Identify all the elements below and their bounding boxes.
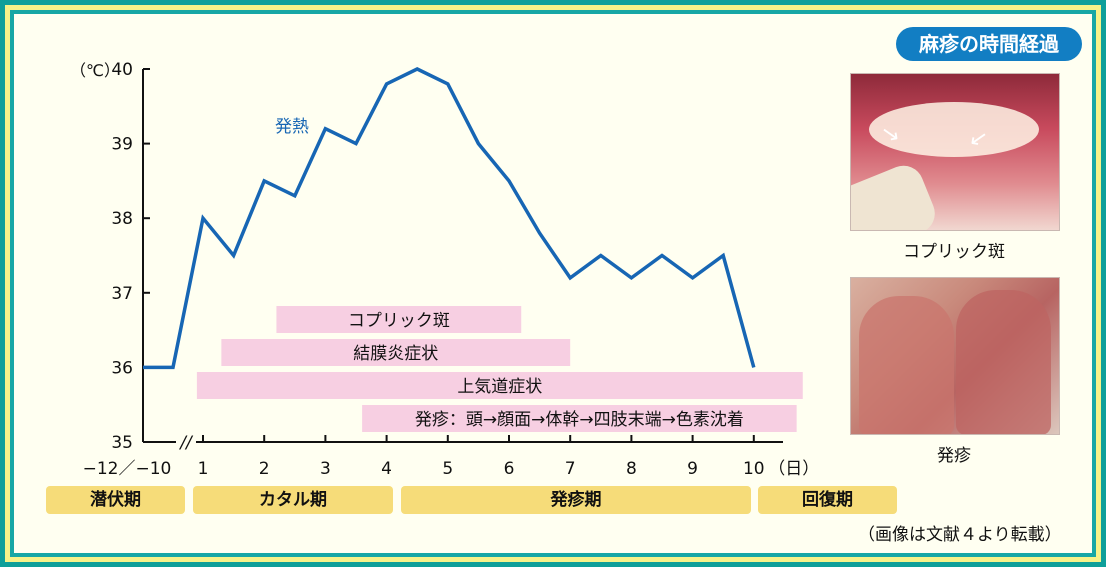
x-axis-unit: （日） (768, 459, 819, 479)
left-hand-shape (859, 296, 954, 434)
x-tick-label: 2 (259, 459, 270, 479)
phase-recovery: 回復期 (758, 486, 897, 514)
symptom-bar (221, 339, 571, 366)
symptom-bar-label: コプリック斑 (348, 311, 450, 331)
x-tick-label: 5 (442, 459, 453, 479)
series-label-fever: 発熱 (275, 117, 309, 137)
phase-incubation: 潜伏期 (46, 486, 185, 514)
x-tick-label: 3 (320, 459, 331, 479)
symptom-bar-label: 結膜炎症状 (353, 344, 438, 364)
phase-eruptive: 発疹期 (401, 486, 751, 514)
y-tick-label: 37 (111, 284, 133, 304)
y-axis-unit: （℃） (70, 61, 120, 80)
symptom-bar-label: 発疹：頭→顔面→体幹→四肢末端→色素沈着 (415, 409, 744, 430)
symptom-bar-label: 上気道症状 (457, 377, 542, 397)
axis-break-mark: // (178, 433, 194, 453)
x-tick-label: 8 (626, 459, 637, 479)
y-tick-label: 36 (111, 358, 133, 378)
image-source-note: （画像は文献４より転載） (858, 525, 1062, 545)
x-tick-label: 9 (687, 459, 698, 479)
chart-title: 麻疹の時間経過 (896, 27, 1082, 61)
x-tick-label: 6 (504, 459, 515, 479)
y-tick-label: 40 (111, 60, 133, 80)
tongue-depressor-shape (851, 159, 941, 230)
symptom-bar (276, 306, 522, 333)
symptom-bar (362, 405, 797, 432)
teeth-shape (869, 102, 1039, 157)
symptom-bar (196, 372, 803, 399)
koplik-spots-photo: → → (850, 73, 1060, 231)
x-tick-label: 4 (381, 459, 392, 479)
right-hand-shape (956, 290, 1051, 434)
koplik-photo-caption: コプリック斑 (903, 242, 1005, 262)
y-tick-label: 35 (111, 433, 133, 453)
y-tick-label: 38 (111, 209, 133, 229)
y-tick-label: 39 (111, 135, 133, 155)
x-tick-label: 10 (743, 459, 765, 479)
fever-series-line (143, 67, 756, 370)
rash-photo (850, 277, 1060, 435)
x-tick-label: −12／−10 (83, 459, 172, 479)
rash-photo-caption: 発疹 (937, 446, 971, 466)
phase-catarrhal: カタル期 (193, 486, 393, 514)
x-tick-label: 1 (198, 459, 209, 479)
x-tick-label: 7 (565, 459, 576, 479)
